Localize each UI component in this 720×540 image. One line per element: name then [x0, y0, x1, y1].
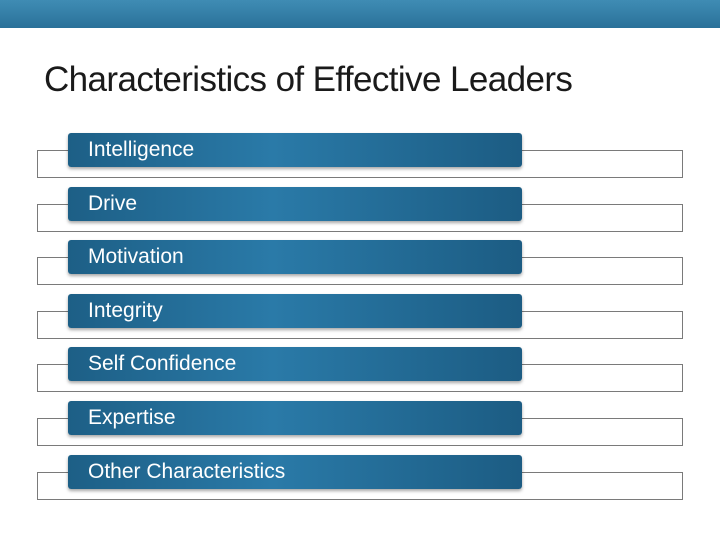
list-item-bar: Self Confidence [68, 347, 522, 381]
list-item-bar: Integrity [68, 294, 522, 328]
slide-title: Characteristics of Effective Leaders [44, 60, 573, 99]
list-item-bar: Expertise [68, 401, 522, 435]
list-item-label: Intelligence [88, 138, 195, 161]
list-item-bar: Other Characteristics [68, 455, 522, 489]
list-item-label: Expertise [88, 406, 176, 429]
list-item: Drive [0, 187, 720, 235]
list-item: Motivation [0, 240, 720, 288]
list-item: Expertise [0, 401, 720, 449]
header-band [0, 0, 720, 28]
list-item-label: Drive [88, 192, 138, 215]
list-item-label: Integrity [88, 299, 163, 322]
list-item-bar: Drive [68, 187, 522, 221]
list-item: Intelligence [0, 133, 720, 181]
list-item: Integrity [0, 294, 720, 342]
list-item-label: Self Confidence [88, 352, 237, 375]
list-item: Self Confidence [0, 347, 720, 395]
list-item-label: Other Characteristics [88, 460, 286, 483]
list-item: Other Characteristics [0, 455, 720, 503]
list-item-bar: Motivation [68, 240, 522, 274]
list-item-label: Motivation [88, 245, 184, 268]
list-item-bar: Intelligence [68, 133, 522, 167]
